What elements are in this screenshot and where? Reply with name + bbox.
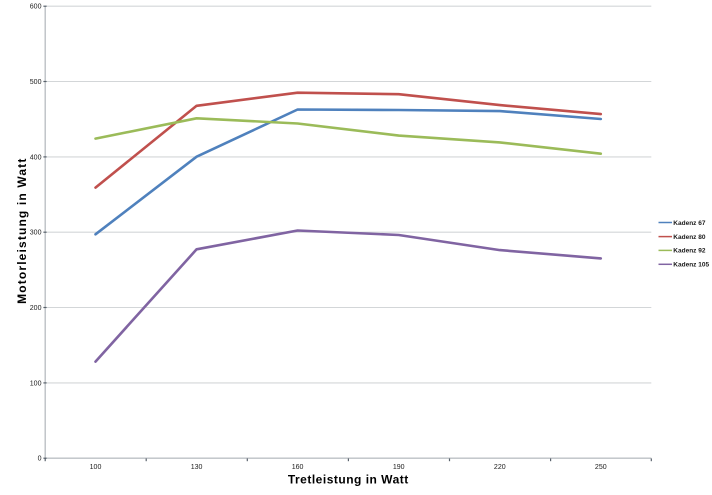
svg-text:0: 0 bbox=[38, 456, 42, 463]
svg-text:Tretleistung in Watt: Tretleistung in Watt bbox=[288, 473, 409, 487]
svg-text:100: 100 bbox=[90, 464, 102, 471]
svg-text:Motorleistung in Watt: Motorleistung in Watt bbox=[15, 158, 29, 304]
svg-text:220: 220 bbox=[494, 464, 506, 471]
svg-text:190: 190 bbox=[393, 464, 405, 471]
svg-text:250: 250 bbox=[595, 464, 607, 471]
svg-text:400: 400 bbox=[30, 154, 42, 161]
svg-text:130: 130 bbox=[191, 464, 203, 471]
svg-text:160: 160 bbox=[292, 464, 304, 471]
svg-text:Kadenz 105: Kadenz 105 bbox=[673, 262, 709, 269]
svg-text:600: 600 bbox=[30, 4, 42, 11]
svg-text:Kadenz 92: Kadenz 92 bbox=[673, 248, 706, 255]
svg-text:300: 300 bbox=[30, 230, 42, 237]
svg-text:500: 500 bbox=[30, 79, 42, 86]
svg-text:100: 100 bbox=[30, 380, 42, 387]
svg-text:200: 200 bbox=[30, 305, 42, 312]
svg-text:Kadenz 80: Kadenz 80 bbox=[673, 234, 706, 241]
svg-text:Kadenz 67: Kadenz 67 bbox=[673, 220, 706, 227]
